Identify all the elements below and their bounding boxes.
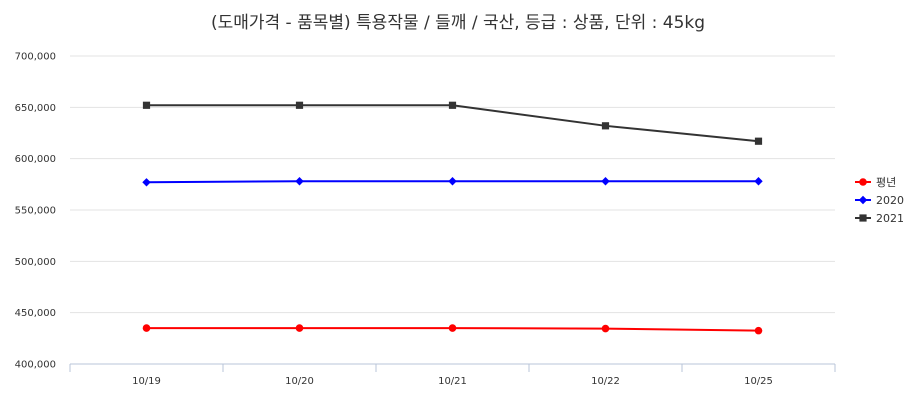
data-point [448,101,457,109]
x-tick-label: 10/19 [132,376,161,387]
legend-label: 평년 [876,176,896,189]
y-tick-label: 600,000 [15,154,56,165]
data-point [601,122,610,130]
data-point [754,326,763,335]
y-axis-tick-labels: 400,000 450,000 500,000 550,000 600,000 650,0… [15,52,56,371]
data-point [601,177,610,186]
legend-marker [859,214,867,222]
chart-title: (도매가격 - 품목별) 특용작물 / 들깨 / 국산, 등급 : 상품, 단위… [210,13,706,33]
y-tick-label: 400,000 [15,360,56,371]
legend: 평년 2020 2021 [855,176,904,225]
data-point [142,101,151,109]
x-axis-tick-labels: 10/19 10/20 10/21 10/22 10/25 [132,376,773,387]
legend-label: 2021 [876,212,904,225]
x-tick-label: 10/21 [438,376,467,387]
x-axis [69,363,836,372]
x-tick-label: 10/22 [591,376,620,387]
data-point [295,101,304,109]
data-point [754,177,763,186]
data-point [601,324,610,333]
legend-label: 2020 [876,194,904,207]
y-tick-label: 500,000 [15,257,56,268]
y-tick-label: 450,000 [15,308,56,319]
x-tick-label: 10/25 [744,376,773,387]
y-tick-label: 650,000 [15,103,56,114]
data-point [142,324,151,332]
x-tick-label: 10/20 [285,376,314,387]
series-layer [142,101,763,335]
legend-marker [859,178,867,186]
y-tick-label: 550,000 [15,206,56,217]
data-point [448,324,457,332]
legend-marker [858,195,868,205]
data-point [142,178,151,187]
series-line [146,104,759,143]
y-tick-label: 700,000 [15,52,56,63]
data-point [295,324,304,332]
data-point [295,177,304,186]
data-point [754,137,763,145]
data-point [448,177,457,186]
